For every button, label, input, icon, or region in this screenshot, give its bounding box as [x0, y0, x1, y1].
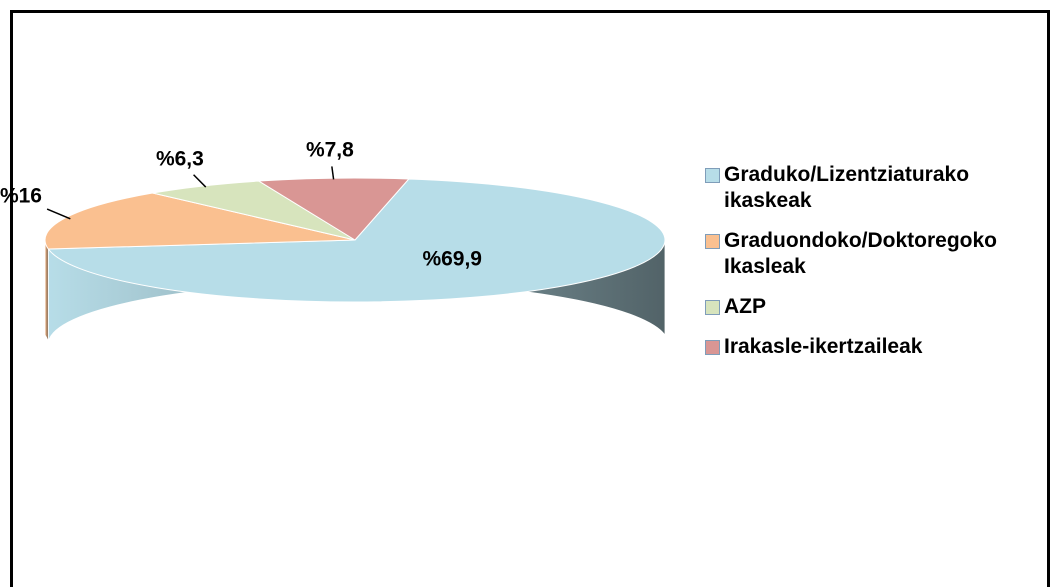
data-label: %69,9	[422, 248, 482, 271]
data-label: %7,8	[306, 138, 354, 161]
pie-slice	[152, 180, 356, 241]
legend-label: Irakasle-ikertzaileak	[724, 335, 923, 358]
leader-line	[331, 166, 335, 180]
pie-slice	[44, 192, 356, 250]
legend-swatch	[705, 340, 720, 355]
legend-item: Graduondoko/Doktoregoko Ikasleak	[705, 228, 1005, 280]
leader-line	[46, 208, 71, 220]
legend-item: AZP	[705, 294, 1005, 320]
legend-label: Graduondoko/Doktoregoko Ikasleak	[724, 229, 997, 278]
pie-side	[44, 238, 49, 345]
legend-swatch	[705, 168, 720, 183]
legend: Graduko/Lizentziaturako ikaskeak Graduond…	[705, 162, 1005, 374]
data-label: %6,3	[156, 147, 204, 170]
legend-label: Graduko/Lizentziaturako ikaskeak	[724, 163, 970, 212]
legend-item: Irakasle-ikertzaileak	[705, 334, 1005, 360]
pie-slice	[47, 178, 666, 303]
legend-swatch	[705, 234, 720, 249]
legend-item: Graduko/Lizentziaturako ikaskeak	[705, 162, 1005, 214]
data-label: %16	[0, 185, 42, 208]
legend-label: AZP	[724, 295, 766, 318]
legend-swatch	[705, 300, 720, 315]
leader-line	[193, 174, 207, 188]
chart-frame	[10, 10, 1050, 587]
